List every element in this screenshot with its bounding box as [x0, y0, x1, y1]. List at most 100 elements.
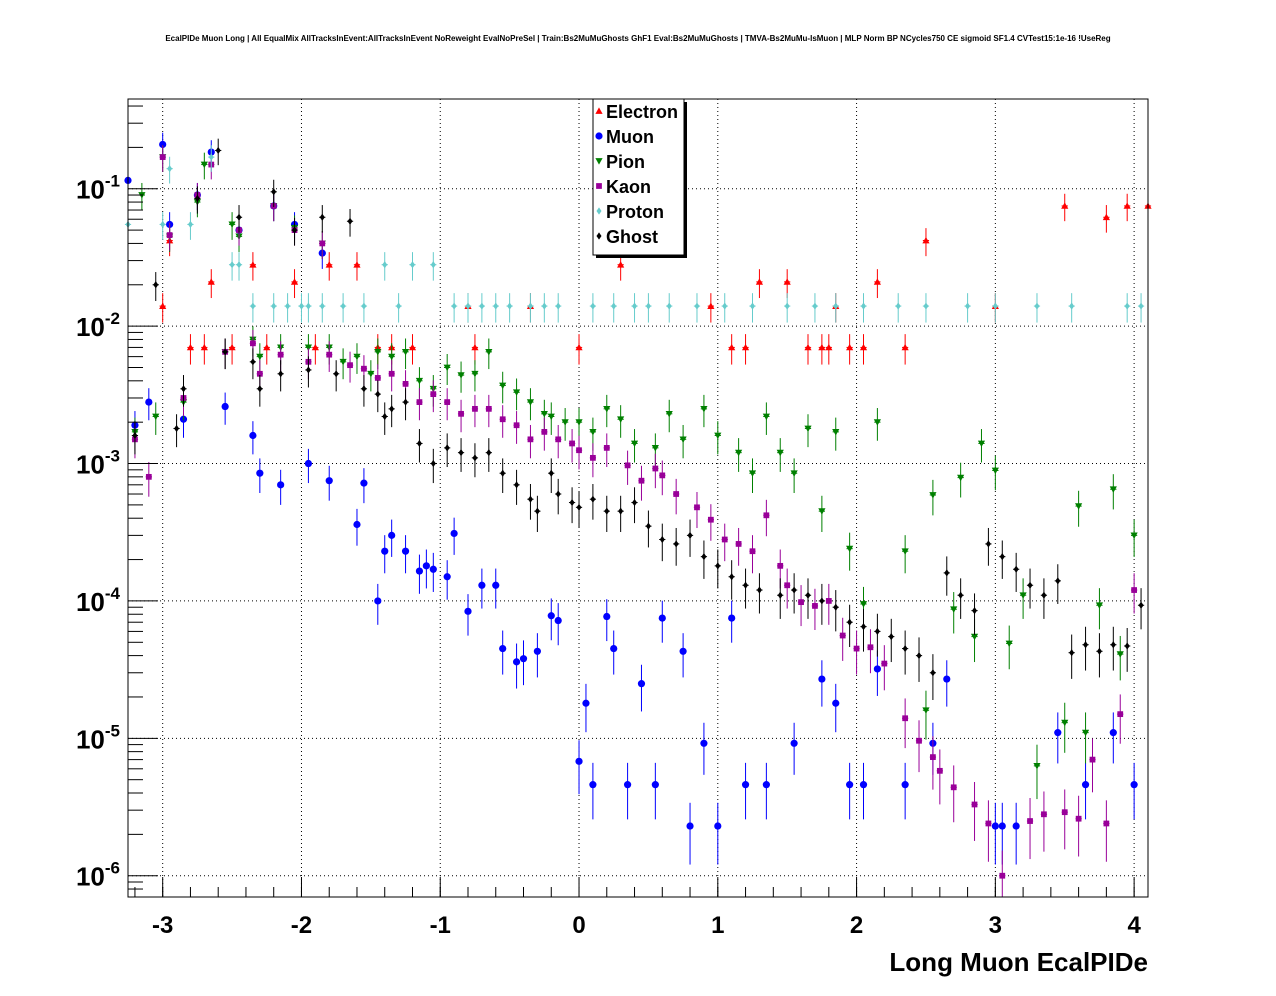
data-point — [651, 445, 659, 452]
legend-marker — [596, 232, 602, 240]
data-point — [569, 498, 575, 507]
data-point — [846, 781, 854, 789]
data-point — [860, 302, 867, 310]
data-point — [145, 398, 153, 406]
legend-label: Proton — [606, 202, 664, 222]
data-point — [902, 715, 909, 722]
data-point — [707, 302, 715, 309]
data-point — [339, 358, 347, 366]
data-point — [783, 278, 791, 285]
data-point — [472, 454, 478, 462]
data-point — [755, 278, 764, 285]
data-point — [278, 370, 284, 378]
data-point — [873, 278, 881, 285]
legend-label: Kaon — [606, 177, 651, 197]
data-point — [186, 343, 195, 351]
data-point — [145, 473, 152, 480]
data-point — [735, 541, 742, 547]
data-point — [991, 822, 999, 830]
data-point — [728, 614, 736, 622]
data-point — [1109, 486, 1117, 493]
y-tick-label: 10-5 — [76, 721, 120, 754]
data-point — [874, 627, 880, 636]
data-point — [589, 428, 597, 436]
data-point — [971, 801, 978, 808]
data-point — [790, 739, 798, 747]
data-point — [304, 459, 313, 468]
data-point — [555, 490, 561, 498]
data-point — [714, 432, 722, 440]
data-point — [540, 410, 548, 418]
data-point — [361, 385, 367, 393]
data-point — [701, 553, 707, 561]
data-point — [250, 358, 256, 366]
data-point — [859, 781, 868, 789]
data-point — [991, 467, 999, 475]
data-point — [325, 261, 333, 268]
data-point — [992, 302, 998, 310]
data-point — [326, 351, 333, 358]
data-point — [833, 603, 839, 611]
data-point — [200, 161, 208, 169]
data-point — [389, 405, 395, 413]
data-point — [507, 302, 513, 310]
data-point — [950, 784, 957, 791]
data-point — [665, 410, 673, 418]
data-point — [729, 573, 735, 581]
data-point — [360, 479, 368, 487]
data-point — [1110, 641, 1116, 649]
data-point — [847, 618, 853, 626]
data-point — [1075, 503, 1083, 510]
data-point — [499, 644, 507, 653]
series-ghost — [131, 138, 1145, 700]
data-point — [645, 302, 651, 310]
data-point — [311, 343, 319, 351]
data-point — [638, 477, 645, 484]
data-point — [590, 302, 596, 310]
legend-marker — [596, 207, 602, 215]
data-point — [922, 707, 930, 714]
data-point — [375, 390, 381, 398]
data-point — [256, 370, 263, 377]
data-point — [1089, 756, 1096, 763]
data-point — [743, 581, 749, 589]
data-point — [590, 454, 596, 461]
data-point — [200, 343, 208, 351]
data-point — [859, 343, 868, 351]
data-point — [637, 680, 646, 688]
data-point — [430, 391, 437, 398]
data-point — [958, 591, 964, 599]
legend-marker — [595, 107, 603, 114]
data-point — [464, 607, 472, 615]
data-point — [160, 220, 166, 229]
data-point — [1124, 642, 1130, 650]
data-point — [715, 562, 721, 570]
data-point — [249, 261, 257, 268]
data-point — [499, 382, 507, 390]
data-point — [174, 424, 180, 433]
data-point — [658, 614, 666, 622]
data-point — [651, 781, 659, 789]
data-point — [804, 425, 812, 433]
data-point — [762, 413, 770, 421]
data-point — [458, 449, 464, 457]
data-point — [721, 536, 728, 543]
data-point — [819, 597, 825, 605]
data-point — [790, 470, 798, 477]
data-point — [923, 302, 929, 310]
data-point — [1095, 602, 1104, 609]
y-tick-label: 10-2 — [76, 309, 120, 342]
data-point — [416, 399, 423, 405]
data-point — [985, 820, 992, 827]
data-point — [1130, 781, 1138, 789]
data-point — [930, 754, 936, 760]
data-point — [401, 547, 410, 555]
data-point — [1061, 809, 1068, 816]
data-point — [444, 444, 450, 452]
data-point — [257, 385, 263, 393]
legend: Electron Muon Pion Kaon Proton Ghost — [592, 98, 687, 258]
data-point — [679, 647, 687, 655]
data-point — [547, 612, 555, 620]
y-tick-label: 10-4 — [76, 584, 121, 617]
data-point — [673, 540, 679, 548]
